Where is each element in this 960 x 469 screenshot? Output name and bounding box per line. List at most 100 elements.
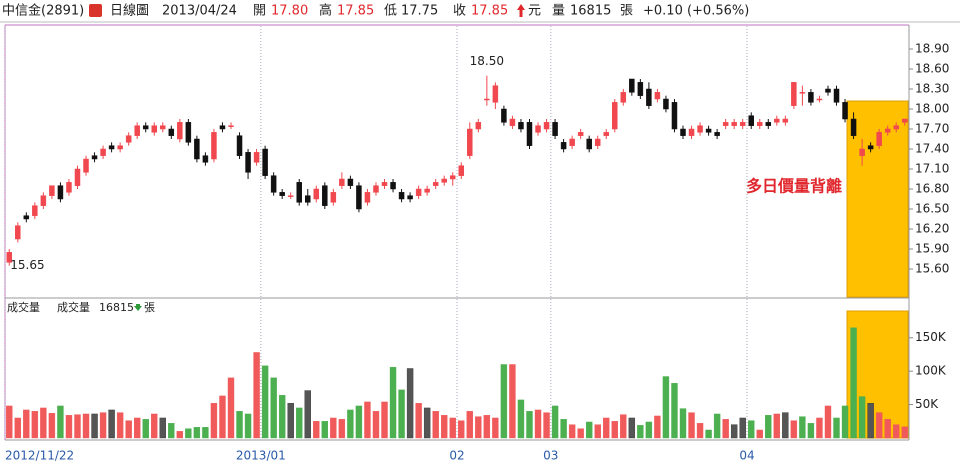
y-tick-label: 18.00 bbox=[915, 102, 949, 116]
volume-bar bbox=[176, 431, 184, 439]
volume-bar bbox=[389, 366, 397, 439]
candle-body bbox=[654, 92, 661, 100]
volume-bar bbox=[398, 389, 405, 439]
volume-bar bbox=[568, 424, 576, 439]
volume-bar bbox=[679, 408, 687, 439]
volume-bar bbox=[313, 421, 320, 439]
candle-body bbox=[518, 122, 524, 130]
volume-bar bbox=[824, 405, 832, 439]
volume-bar bbox=[645, 421, 653, 439]
volume-bar bbox=[432, 411, 439, 439]
candle-body bbox=[552, 122, 558, 136]
candle-body bbox=[279, 192, 285, 196]
volume-bar bbox=[355, 405, 363, 439]
legend-value: 16815 bbox=[99, 301, 134, 314]
x-tick-label: 2013/01 bbox=[236, 449, 286, 463]
candle-body bbox=[134, 125, 140, 136]
candle-body bbox=[66, 182, 72, 193]
period: 日線圖 bbox=[110, 3, 149, 19]
y-tick-label: 16.20 bbox=[915, 222, 949, 236]
candle-body bbox=[569, 138, 575, 146]
volume-title: 成交量 bbox=[7, 300, 40, 314]
candle-body bbox=[637, 82, 644, 96]
volume-bar bbox=[551, 405, 559, 439]
candle-body bbox=[23, 215, 30, 220]
volume-bar bbox=[338, 419, 346, 439]
x-tick-label: 03 bbox=[543, 449, 558, 463]
candle-body bbox=[339, 178, 345, 186]
volume-bar bbox=[159, 417, 166, 439]
volume-bar bbox=[185, 428, 192, 439]
candle-body bbox=[330, 192, 337, 203]
volume-bar bbox=[850, 327, 857, 439]
volume-bar bbox=[210, 403, 218, 439]
candle-body bbox=[680, 128, 686, 136]
volume-bar bbox=[748, 420, 755, 439]
volume-bar bbox=[713, 413, 721, 439]
close-label: 收 bbox=[453, 4, 466, 19]
candle-body bbox=[757, 122, 763, 126]
volume-bar bbox=[125, 420, 132, 439]
volume-bar bbox=[270, 377, 277, 439]
candle-body bbox=[441, 178, 447, 183]
volume-bar bbox=[730, 424, 738, 439]
candle-body bbox=[424, 188, 430, 193]
y-tick-label: 100K bbox=[915, 364, 947, 378]
candle-body bbox=[108, 145, 115, 150]
open-label: 開 bbox=[253, 4, 266, 19]
candle-body bbox=[620, 92, 627, 103]
volume-bar bbox=[858, 396, 866, 439]
candle-body bbox=[535, 125, 541, 133]
volume-bar bbox=[287, 403, 294, 439]
volume-bar bbox=[236, 411, 243, 439]
volume-bar bbox=[466, 411, 473, 439]
date: 2013/04/24 bbox=[162, 4, 237, 19]
x-tick-label: 02 bbox=[449, 449, 464, 463]
candle-body bbox=[731, 122, 737, 126]
volume-bar bbox=[500, 364, 508, 439]
high-label: 高 bbox=[319, 3, 332, 19]
candle-body bbox=[594, 138, 601, 146]
min-label: 15.65 bbox=[10, 258, 44, 272]
y-tick-label: 16.80 bbox=[915, 182, 949, 196]
volume-bar bbox=[756, 429, 763, 439]
candle-body bbox=[236, 135, 243, 156]
volume-bar bbox=[321, 421, 329, 439]
annotation: 多日價量背離 bbox=[746, 177, 842, 196]
header-bar bbox=[0, 0, 960, 22]
candle-body bbox=[364, 192, 371, 203]
candle-body bbox=[739, 122, 746, 126]
candle-body bbox=[398, 192, 405, 200]
candle-body bbox=[791, 82, 797, 106]
candle-body bbox=[49, 185, 55, 196]
volume-bar bbox=[40, 407, 47, 439]
candle-body bbox=[381, 182, 388, 186]
volume-bar bbox=[517, 399, 525, 439]
candle-body bbox=[296, 182, 302, 203]
volume-bar bbox=[893, 424, 900, 439]
y-tick-label: 18.30 bbox=[915, 82, 949, 96]
candle-body bbox=[526, 122, 533, 146]
volume-bar bbox=[6, 405, 13, 439]
candle-body bbox=[901, 118, 908, 123]
volume-bar bbox=[415, 403, 422, 439]
volume-bar bbox=[244, 413, 252, 439]
y-tick-label: 150K bbox=[915, 330, 947, 344]
volume-value: 16815 bbox=[570, 4, 611, 19]
candle-body bbox=[705, 128, 712, 133]
candle-body bbox=[83, 158, 89, 173]
candle-body bbox=[859, 148, 865, 156]
candle-body bbox=[202, 155, 209, 163]
down-arrow bbox=[134, 304, 142, 311]
candle-body bbox=[194, 138, 200, 160]
volume-bar bbox=[483, 415, 491, 439]
volume-bar bbox=[526, 411, 533, 439]
volume-bar bbox=[23, 409, 30, 439]
marks bbox=[6, 75, 908, 439]
candle-body bbox=[475, 122, 482, 130]
candle-body bbox=[245, 152, 251, 173]
candle-body bbox=[415, 188, 422, 196]
candle-body bbox=[509, 118, 516, 126]
y-tick-label: 15.90 bbox=[915, 242, 949, 256]
